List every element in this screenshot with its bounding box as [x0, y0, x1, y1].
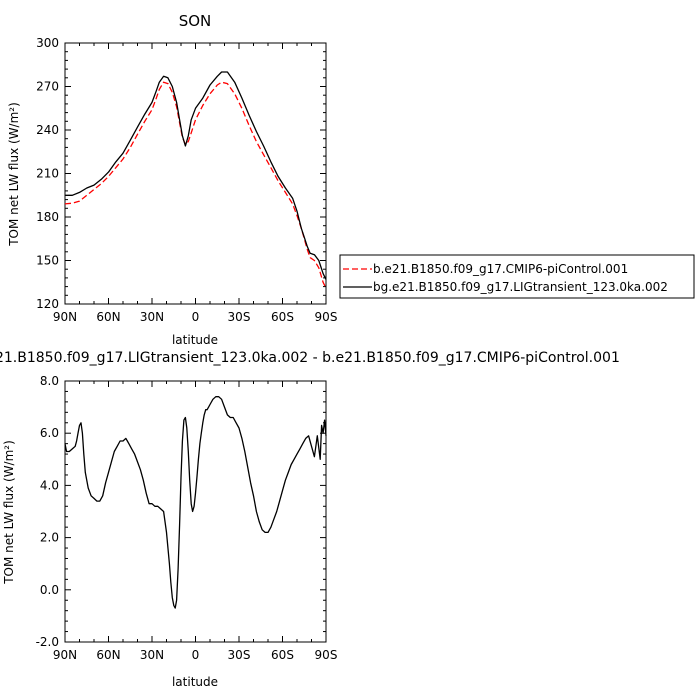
chart2-title: bg.e21.B1850.f09_g17.LIGtransient_123.0k…	[0, 350, 620, 366]
chart2-xtick-label: 0	[192, 648, 200, 662]
legend-label-1: bg.e21.B1850.f09_g17.LIGtransient_123.0k…	[373, 280, 668, 294]
top-chart: SON latitude TOM net LW flux (W/m²) 120 1…	[7, 12, 337, 347]
bottom-chart: bg.e21.B1850.f09_g17.LIGtransient_123.0k…	[0, 350, 620, 689]
chart2-ytick-label: 2.0	[40, 531, 59, 545]
chart2-xtick-label: 90N	[53, 648, 77, 662]
chart2-plot-frame	[64, 380, 327, 643]
chart1-ytick-label: 270	[36, 80, 59, 94]
chart2-ytick-label: 6.0	[40, 426, 59, 440]
chart1-series-line-0	[64, 81, 327, 289]
chart2-ylabel: TOM net LW flux (W/m²)	[2, 440, 16, 585]
chart1-ylabel: TOM net LW flux (W/m²)	[7, 102, 21, 247]
chart1-ytick-label: 150	[36, 254, 59, 268]
legend-label-0: b.e21.B1850.f09_g17.CMIP6-piControl.001	[373, 262, 628, 276]
chart1-ytick-label: 300	[36, 36, 59, 50]
chart1-ytick-label: 210	[36, 167, 59, 181]
chart2-xtick-label: 30N	[140, 648, 164, 662]
legend-box	[339, 254, 695, 299]
chart2-xtick-label: 60N	[96, 648, 120, 662]
chart2-ytick-label: 4.0	[40, 478, 59, 492]
chart1-xtick-label: 60N	[96, 310, 120, 324]
chart1-xtick-label: 30S	[228, 310, 251, 324]
chart2-xlabel: latitude	[172, 675, 218, 689]
legend: b.e21.B1850.f09_g17.CMIP6-piControl.001b…	[339, 254, 695, 299]
chart1-xtick-label: 0	[192, 310, 200, 324]
chart1-plot-frame	[64, 42, 327, 305]
chart2-ytick-label: -2.0	[36, 635, 59, 649]
chart1-series-line-1	[65, 71, 327, 280]
chart1-xtick-label: 90N	[53, 310, 77, 324]
chart2-xtick-label: 60S	[271, 648, 294, 662]
chart2-series-line-0	[64, 396, 327, 609]
chart2-ytick-label: 0.0	[40, 583, 59, 597]
chart1-xtick-label: 60S	[271, 310, 294, 324]
chart1-ytick-label: 120	[36, 297, 59, 311]
chart1-ytick-label: 240	[36, 123, 59, 137]
chart2-ytick-label: 8.0	[40, 374, 59, 388]
chart1-xtick-label: 30N	[140, 310, 164, 324]
chart1-xtick-label: 90S	[315, 310, 338, 324]
chart1-title: SON	[179, 12, 212, 30]
chart2-xtick-label: 30S	[228, 648, 251, 662]
chart1-ytick-label: 180	[36, 210, 59, 224]
chart1-xlabel: latitude	[172, 333, 218, 347]
chart2-xtick-label: 90S	[315, 648, 338, 662]
